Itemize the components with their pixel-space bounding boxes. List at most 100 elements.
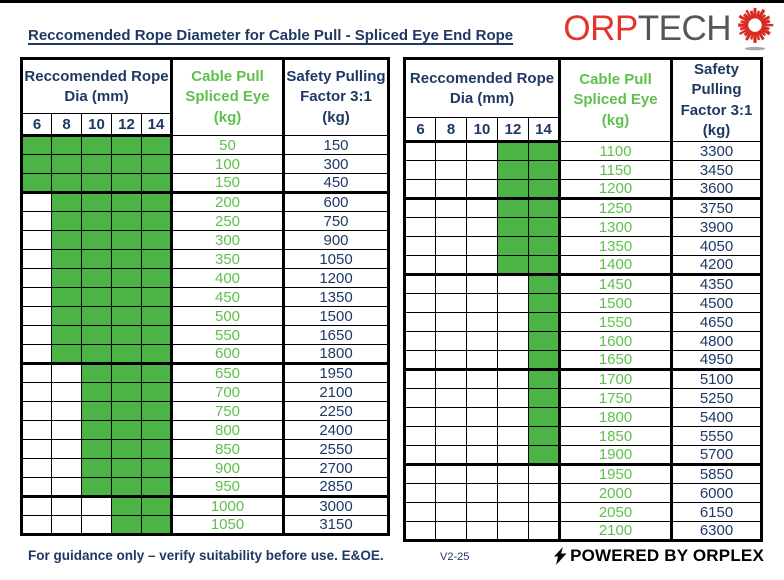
dia-cell-green	[141, 458, 172, 478]
powered-by-label: POWERED BY ORPLEX	[570, 546, 764, 565]
dia-cell-green	[51, 344, 82, 365]
dia-cell-green	[111, 458, 142, 478]
cable-pull-value: 400	[170, 268, 284, 288]
dia-cell	[51, 420, 82, 440]
dia-cell-green	[51, 135, 82, 155]
table-row: 300 900	[21, 230, 389, 250]
dia-cell-green	[497, 179, 529, 200]
dia-cell-green	[141, 382, 172, 402]
cable-pull-value: 2050	[558, 502, 672, 522]
dia-cell	[21, 382, 52, 402]
dia-cell	[435, 198, 467, 218]
dia-cell	[466, 293, 498, 313]
cable-pull-value: 1600	[558, 331, 672, 351]
table-row: 450 1350	[21, 287, 389, 307]
dia-cell	[21, 363, 52, 383]
safety-value: 300	[282, 154, 389, 174]
table-row: 900 2700	[21, 458, 389, 478]
cable-pull-value: 450	[170, 287, 284, 307]
dia-cell-green	[111, 363, 142, 383]
dia-cell-green	[141, 211, 172, 231]
dia-cell	[497, 521, 529, 541]
table-row: 1100 3300	[404, 141, 762, 161]
dia-cell-green	[528, 426, 560, 446]
dia-cell-green	[111, 306, 142, 326]
dia-cell	[497, 445, 529, 466]
dia-cell	[528, 464, 560, 484]
dia-cell	[404, 141, 436, 161]
table-row: 1050 3150	[21, 515, 389, 535]
safety-value: 3000	[282, 496, 389, 516]
dia-cell-green	[497, 255, 529, 276]
dia-col-10: 10	[466, 117, 498, 143]
cable-pull-value: 750	[170, 401, 284, 421]
dia-cell-green	[111, 173, 142, 194]
dia-cell	[404, 255, 436, 276]
dia-cell	[528, 502, 560, 522]
dia-cell-green	[141, 287, 172, 307]
cable-pull-value: 350	[170, 249, 284, 269]
dia-cell-green	[51, 154, 82, 174]
safety-value: 900	[282, 230, 389, 250]
safety-value: 4500	[670, 293, 762, 313]
dia-cell	[51, 363, 82, 383]
orptech-logo: ORPTECH	[563, 5, 778, 51]
dia-cell-green	[81, 344, 112, 365]
dia-cell	[51, 382, 82, 402]
cable-pull-value: 150	[170, 173, 284, 194]
rope-table-body: 50 150 100 300 150 450 200 600 250 750 300 900 350 10…	[21, 135, 389, 535]
rope-burst-icon	[738, 7, 774, 51]
dia-cell	[435, 369, 467, 389]
dia-cell	[21, 287, 52, 307]
dia-cell-green	[81, 154, 112, 174]
safety-value: 6000	[670, 483, 762, 503]
dia-cell	[466, 445, 498, 466]
dia-cell	[466, 521, 498, 541]
dia-cell-green	[111, 439, 142, 459]
safety-value: 1500	[282, 306, 389, 326]
dia-cell-green	[141, 249, 172, 269]
safety-value: 6300	[670, 521, 762, 541]
cable-pull-header: Cable Pull Spliced Eye (kg)	[558, 58, 672, 142]
safety-value: 4950	[670, 350, 762, 371]
table-row: 1400 4200	[404, 255, 762, 276]
table-row: 2100 6300	[404, 521, 762, 541]
dia-cell	[435, 350, 467, 371]
dia-cell-green	[528, 312, 560, 332]
cable-pull-value: 1400	[558, 255, 672, 276]
cable-pull-value: 1150	[558, 160, 672, 180]
dia-cell	[435, 502, 467, 522]
table-row: 1200 3600	[404, 179, 762, 200]
dia-cell	[435, 217, 467, 237]
dia-cell	[497, 483, 529, 503]
dia-cell	[497, 502, 529, 522]
dia-cell	[404, 274, 436, 294]
dia-cell-green	[51, 173, 82, 194]
dia-cell-green	[51, 249, 82, 269]
table-row: 1000 3000	[21, 496, 389, 516]
dia-cell-green	[111, 382, 142, 402]
dia-cell	[466, 388, 498, 408]
dia-col-6: 6	[21, 113, 52, 137]
rope-table-left: Reccomended Rope Dia (mm) Cable Pull Spl…	[20, 57, 390, 536]
dia-cell-green	[111, 344, 142, 365]
safety-header: Safety Pulling Factor 3:1 (kg)	[282, 58, 389, 136]
table-row: 1150 3450	[404, 160, 762, 180]
dia-cell-green	[81, 230, 112, 250]
dia-cell-green	[111, 154, 142, 174]
dia-cell-green	[528, 388, 560, 408]
rope-table-body: 1100 3300 1150 3450 1200 3600 1250 3750 1300 3900…	[404, 141, 762, 541]
logo-text: ORPTECH	[563, 11, 731, 46]
cable-pull-value: 1650	[558, 350, 672, 371]
dia-cell	[21, 306, 52, 326]
dia-cell	[21, 325, 52, 345]
dia-col-12: 12	[111, 113, 142, 137]
safety-value: 4200	[670, 255, 762, 276]
table-row: 1650 4950	[404, 350, 762, 371]
dia-cell-green	[111, 287, 142, 307]
dia-cell-green	[141, 496, 172, 516]
cable-pull-value: 850	[170, 439, 284, 459]
cable-pull-value: 2000	[558, 483, 672, 503]
table-row: 800 2400	[21, 420, 389, 440]
dia-cell	[497, 426, 529, 446]
